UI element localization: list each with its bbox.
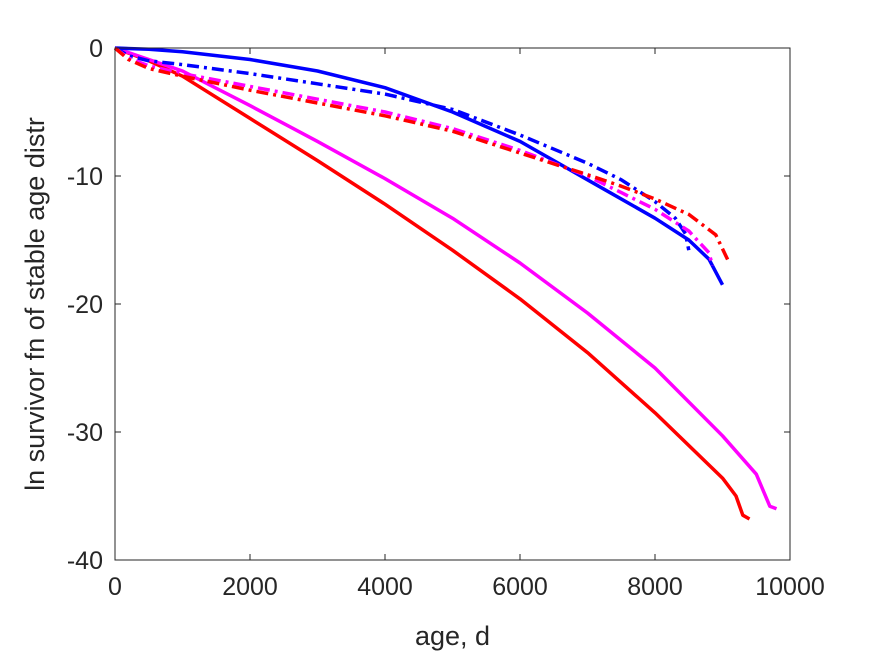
y-axis: 0 -10 -20 -30 -40 — [67, 35, 790, 575]
x-tick-label: 4000 — [357, 573, 413, 601]
x-tick-label: 6000 — [492, 573, 548, 601]
series-line-4 — [114, 46, 691, 251]
series-line-3 — [114, 46, 725, 286]
x-tick-label: 10000 — [755, 573, 825, 601]
y-tick-label: -30 — [67, 419, 103, 447]
y-tick-label: -20 — [67, 291, 103, 319]
plot-area — [115, 48, 790, 560]
series-line-5 — [113, 46, 715, 267]
y-tick-label: -40 — [67, 547, 103, 575]
x-axis-title: age, d — [415, 621, 490, 651]
x-tick-label: 8000 — [627, 573, 683, 601]
series-line-6 — [113, 46, 731, 264]
y-tick-label: -10 — [67, 163, 103, 191]
x-axis: 0 2000 4000 6000 8000 10000 — [108, 48, 825, 601]
y-tick-label: 0 — [89, 35, 103, 63]
series-line-1 — [114, 46, 751, 521]
x-tick-label: 0 — [108, 573, 122, 601]
x-tick-label: 2000 — [222, 573, 278, 601]
series-layer — [113, 46, 778, 521]
y-axis-title: ln survivor fn of stable age distr — [20, 117, 50, 491]
